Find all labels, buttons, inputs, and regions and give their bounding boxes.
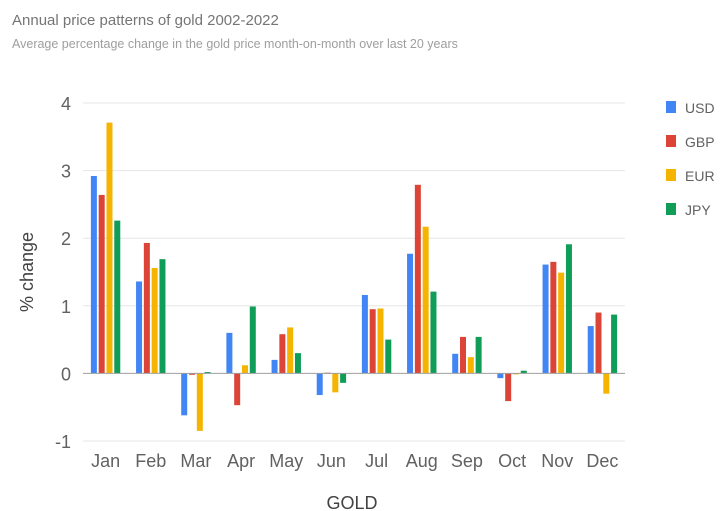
bar-jpy-jan — [114, 220, 121, 374]
bar-jpy-may — [294, 353, 301, 374]
legend-label-gbp: GBP — [685, 134, 715, 150]
x-tick-label: Dec — [586, 451, 618, 471]
legend-swatch-gbp — [666, 135, 676, 147]
y-tick-label: 3 — [61, 162, 71, 182]
bar-gbp-sep — [460, 336, 467, 374]
x-tick-label: Apr — [227, 451, 255, 471]
x-tick-label: Mar — [180, 451, 211, 471]
legend-swatch-jpy — [666, 203, 676, 215]
y-tick-label: -1 — [55, 432, 71, 452]
y-tick-label: 4 — [61, 94, 71, 114]
bar-usd-sep — [452, 353, 459, 374]
bar-jpy-nov — [565, 244, 572, 374]
bar-jpy-oct — [520, 370, 527, 374]
legend-label-usd: USD — [685, 100, 715, 116]
bar-usd-may — [271, 359, 278, 374]
bar-jpy-sep — [475, 336, 482, 374]
bar-gbp-jul — [369, 309, 376, 374]
bar-jpy-apr — [249, 306, 256, 374]
bar-usd-nov — [542, 264, 549, 374]
legend-swatch-eur — [666, 169, 676, 181]
x-tick-label: Jul — [365, 451, 388, 471]
bar-eur-dec — [603, 373, 610, 394]
x-tick-label: May — [269, 451, 303, 471]
bar-gbp-oct — [505, 373, 512, 402]
bar-gbp-may — [279, 334, 286, 374]
bar-gbp-feb — [143, 242, 150, 374]
legend-swatch-usd — [666, 101, 676, 113]
bar-eur-sep — [467, 357, 474, 374]
bar-eur-feb — [151, 267, 158, 374]
bar-eur-jun — [332, 373, 339, 393]
bar-usd-jun — [316, 373, 323, 396]
x-tick-label: Feb — [135, 451, 166, 471]
bar-usd-apr — [226, 332, 233, 374]
chart-title: Annual price patterns of gold 2002-2022 — [12, 12, 279, 29]
y-tick-label: 0 — [61, 364, 71, 384]
x-tick-label: Oct — [498, 451, 526, 471]
y-axis-label: % change — [17, 232, 37, 312]
x-tick-label: Sep — [451, 451, 483, 471]
bar-usd-aug — [407, 253, 414, 374]
bar-usd-jul — [361, 294, 368, 374]
bar-usd-jan — [90, 176, 97, 374]
bar-jpy-dec — [611, 314, 618, 374]
legend-label-eur: EUR — [685, 168, 715, 184]
bar-jpy-jun — [340, 373, 347, 383]
x-tick-label: Aug — [406, 451, 438, 471]
bar-usd-mar — [181, 373, 188, 416]
bar-eur-mar — [196, 373, 203, 431]
bar-gbp-dec — [595, 312, 602, 374]
x-axis-ticks: Jan Feb Mar Apr May Jun Jul Aug Sep Oct Nov Dec — [91, 451, 618, 471]
bar-jpy-jul — [385, 339, 392, 374]
bar-gbp-mar — [189, 373, 196, 375]
bar-usd-oct — [497, 373, 504, 379]
bar-jpy-mar — [204, 372, 211, 374]
legend: USD GBP EUR JPY — [666, 100, 715, 218]
bar-eur-aug — [422, 226, 429, 374]
bar-eur-may — [287, 327, 294, 374]
legend-label-jpy: JPY — [685, 202, 711, 218]
bar-gbp-jan — [98, 194, 105, 374]
y-tick-label: 2 — [61, 229, 71, 249]
bar-jpy-feb — [159, 259, 166, 374]
bar-eur-jan — [106, 122, 113, 374]
x-axis-label: GOLD — [326, 493, 377, 511]
bar-jpy-aug — [430, 291, 437, 374]
bar-usd-dec — [587, 326, 594, 374]
x-tick-label: Nov — [541, 451, 573, 471]
bar-gbp-nov — [550, 261, 557, 374]
bar-gbp-aug — [414, 184, 421, 374]
x-tick-label: Jun — [317, 451, 346, 471]
bar-eur-jul — [377, 308, 384, 374]
gridlines — [83, 102, 625, 442]
bars — [90, 122, 618, 431]
bar-gbp-apr — [234, 373, 241, 406]
bar-eur-nov — [558, 272, 565, 374]
y-tick-label: 1 — [61, 297, 71, 317]
bar-eur-apr — [241, 365, 248, 374]
y-axis-ticks: -1 0 1 2 3 4 — [55, 94, 71, 452]
bar-usd-feb — [136, 281, 143, 374]
chart-subtitle: Average percentage change in the gold pr… — [12, 37, 458, 51]
x-tick-label: Jan — [91, 451, 120, 471]
